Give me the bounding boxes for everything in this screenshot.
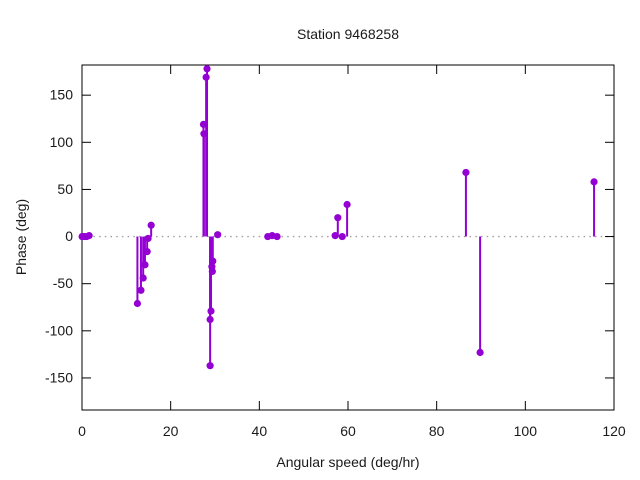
x-tick-label: 120 (602, 423, 626, 439)
data-point (476, 348, 484, 357)
data-point (334, 214, 342, 222)
x-axis-label: Angular speed (deg/hr) (276, 454, 420, 470)
data-point (133, 299, 142, 308)
data-point (85, 232, 93, 240)
data-point (203, 65, 211, 73)
y-tick-label: 0 (65, 228, 73, 244)
data-point (343, 200, 351, 209)
data-point (208, 267, 216, 276)
y-tick-label: -150 (45, 369, 73, 385)
x-tick-label: 20 (163, 423, 179, 439)
data-point (199, 120, 208, 128)
data-point (462, 168, 470, 177)
x-tick-label: 100 (514, 423, 538, 439)
chart-title: Station 9468258 (297, 26, 399, 42)
data-point (214, 231, 222, 239)
data-point (206, 362, 214, 370)
data-point (143, 248, 151, 256)
data-point (207, 307, 215, 315)
data-point (137, 286, 145, 294)
y-tick-label: 150 (50, 87, 74, 103)
data-point (273, 232, 281, 241)
data-point (590, 178, 598, 186)
y-tick-label: -50 (53, 275, 73, 291)
data-point (200, 130, 208, 138)
y-tick-label: 50 (57, 181, 73, 197)
plot-border (81, 64, 615, 411)
y-axis-label: Phase (deg) (13, 198, 29, 276)
x-tick-label: 40 (252, 423, 268, 439)
data-point (144, 234, 152, 243)
data-point (206, 315, 214, 324)
data-point (209, 257, 217, 265)
x-tick-label: 0 (78, 423, 86, 439)
data-point (147, 221, 155, 229)
data-point (139, 274, 147, 282)
data-point (141, 261, 149, 269)
data-point (202, 73, 210, 81)
x-tick-label: 60 (340, 423, 356, 439)
y-tick-label: -100 (45, 322, 73, 338)
x-tick-label: 80 (429, 423, 445, 439)
data-point (331, 232, 339, 240)
data-point (338, 232, 346, 241)
y-tick-label: 100 (50, 134, 74, 150)
